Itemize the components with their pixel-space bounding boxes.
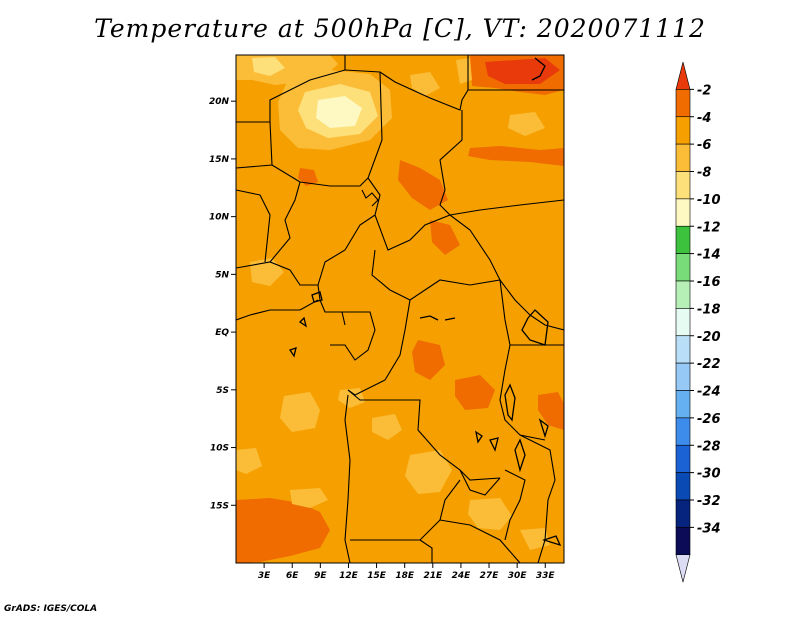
colorbar-swatch	[675, 116, 691, 145]
lon-tick-label: 15E	[367, 571, 387, 581]
grads-credit: GrADS: IGES/COLA	[4, 604, 98, 614]
colorbar-swatch	[675, 308, 691, 337]
colorbar-swatch	[675, 472, 691, 501]
lon-tick-label: 21E	[423, 571, 443, 581]
colorbar-label: -32	[697, 494, 721, 509]
lat-tick-label: 5S	[216, 386, 229, 396]
colorbar-swatch	[675, 89, 691, 118]
lat-tick-label: 15S	[210, 501, 229, 511]
colorbar-swatch	[675, 390, 691, 419]
lon-tick-label: 33E	[536, 571, 556, 581]
colorbar-swatch	[675, 362, 691, 391]
lat-tick-label: 5N	[215, 270, 229, 280]
lon-tick-label: 27E	[480, 571, 500, 581]
map-title: Temperature at 500hPa [C], VT: 202007111…	[94, 14, 706, 43]
colorbar-swatch	[675, 61, 691, 90]
colorbar-label: -4	[697, 111, 711, 126]
boundaries	[236, 55, 564, 563]
lon-tick-label: 24E	[452, 571, 472, 581]
colorbar-swatch	[675, 417, 691, 446]
colorbar-swatch	[675, 143, 691, 172]
map-frame	[235, 54, 565, 564]
lon-tick-label: 9E	[314, 571, 327, 581]
colorbar-label: -28	[697, 439, 721, 454]
lakes	[288, 57, 562, 547]
colorbar-label: -22	[697, 357, 721, 372]
colorbar-swatch	[675, 527, 691, 556]
colorbar-label: -10	[697, 193, 721, 208]
lon-tick-label: 18E	[395, 571, 415, 581]
colorbar-label: -8	[697, 166, 711, 181]
latitude-axis: 20N 15N 10N 5N EQ 5S 10S 15S	[209, 97, 236, 511]
colorbar-label: -34	[697, 521, 721, 536]
lon-tick-label: 6E	[286, 571, 299, 581]
lon-tick-label: 12E	[339, 571, 359, 581]
colorbar-swatch	[675, 225, 691, 254]
lat-tick-label: 15N	[209, 155, 230, 165]
colorbar-label: -16	[697, 275, 721, 290]
colorbar-label: -14	[697, 248, 721, 263]
colorbar-label: -24	[697, 385, 721, 400]
lon-tick-label: 30E	[508, 571, 528, 581]
longitude-axis: 3E 6E 9E 12E 15E 18E 21E 24E 27E 30E 33E	[258, 563, 556, 581]
colorbar-label: -26	[697, 412, 721, 427]
colorbar-label: -12	[697, 220, 721, 235]
colorbar: -2 -4 -6 -8 -10 -12 -14 -16 -18 -20 -22 -24 -26 -28 -3…	[675, 61, 721, 583]
temperature-field	[236, 55, 564, 563]
lon-tick-label: 3E	[258, 571, 271, 581]
colorbar-swatch	[675, 554, 691, 583]
colorbar-swatch	[675, 198, 691, 227]
colorbar-swatch	[675, 444, 691, 473]
colorbar-label: -2	[697, 83, 711, 98]
colorbar-label: -30	[697, 467, 721, 482]
colorbar-label: -20	[697, 330, 721, 345]
colorbar-swatch	[675, 171, 691, 200]
colorbar-label: -18	[697, 302, 721, 317]
colorbar-label: -6	[697, 138, 711, 153]
colorbar-swatch	[675, 335, 691, 364]
colorbar-swatch	[675, 253, 691, 282]
lat-tick-label: 10S	[210, 444, 229, 454]
lat-tick-label: 10N	[209, 213, 230, 223]
lat-tick-label: EQ	[215, 328, 229, 338]
colorbar-swatch	[675, 280, 691, 309]
lat-tick-label: 20N	[209, 97, 230, 107]
colorbar-swatch	[675, 499, 691, 528]
